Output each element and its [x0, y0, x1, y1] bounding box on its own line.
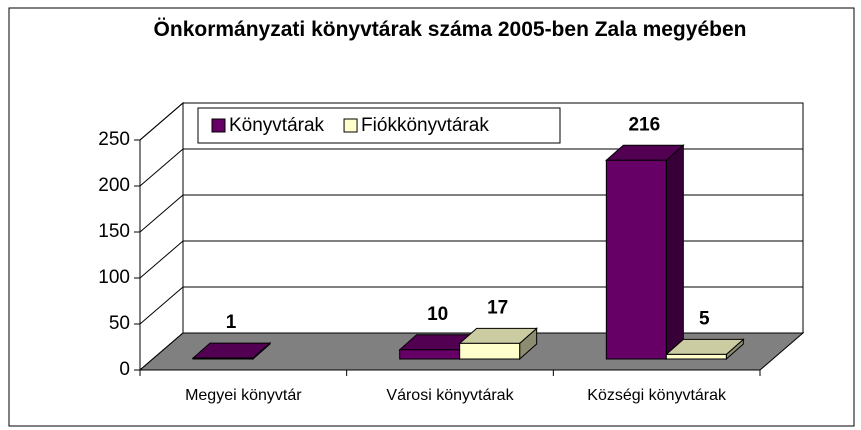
grid-line: [139, 194, 803, 233]
bar: [605, 159, 667, 360]
grid-line: [139, 102, 803, 141]
bar: [665, 353, 727, 360]
grid-line: [139, 240, 803, 279]
data-label: 216: [628, 114, 660, 135]
legend-swatch: [343, 118, 358, 133]
legend-label: Fiókkönyvtárak: [361, 115, 489, 136]
y-tick-label: 150: [98, 221, 130, 242]
y-tick-label: 0: [119, 359, 130, 380]
side-wall: [139, 101, 184, 372]
data-label: 10: [427, 304, 448, 325]
grid-line: [139, 148, 803, 187]
data-label: 17: [487, 297, 508, 318]
bar: [399, 349, 461, 360]
bar: [459, 342, 521, 360]
x-tick-label: Megyei könyvtár: [185, 387, 302, 404]
data-label: 5: [699, 308, 710, 329]
x-tick-label: Községi könyvtárak: [587, 387, 727, 404]
grid-line: [139, 286, 803, 325]
y-tick-label: 100: [98, 267, 130, 288]
y-tick-label: 250: [98, 129, 130, 150]
legend-box: [197, 107, 561, 144]
legend-label: Könyvtárak: [229, 115, 325, 136]
bar-side: [665, 144, 684, 361]
y-tick-label: 200: [98, 175, 130, 196]
legend-swatch: [211, 118, 226, 133]
x-tick-label: Városi könyvtárak: [386, 387, 514, 404]
chart-title: Önkormányzati könyvtárak száma 2005-ben …: [153, 18, 747, 41]
data-label: 1: [226, 312, 237, 333]
bar: [192, 357, 254, 360]
y-tick-label: 50: [109, 313, 130, 334]
